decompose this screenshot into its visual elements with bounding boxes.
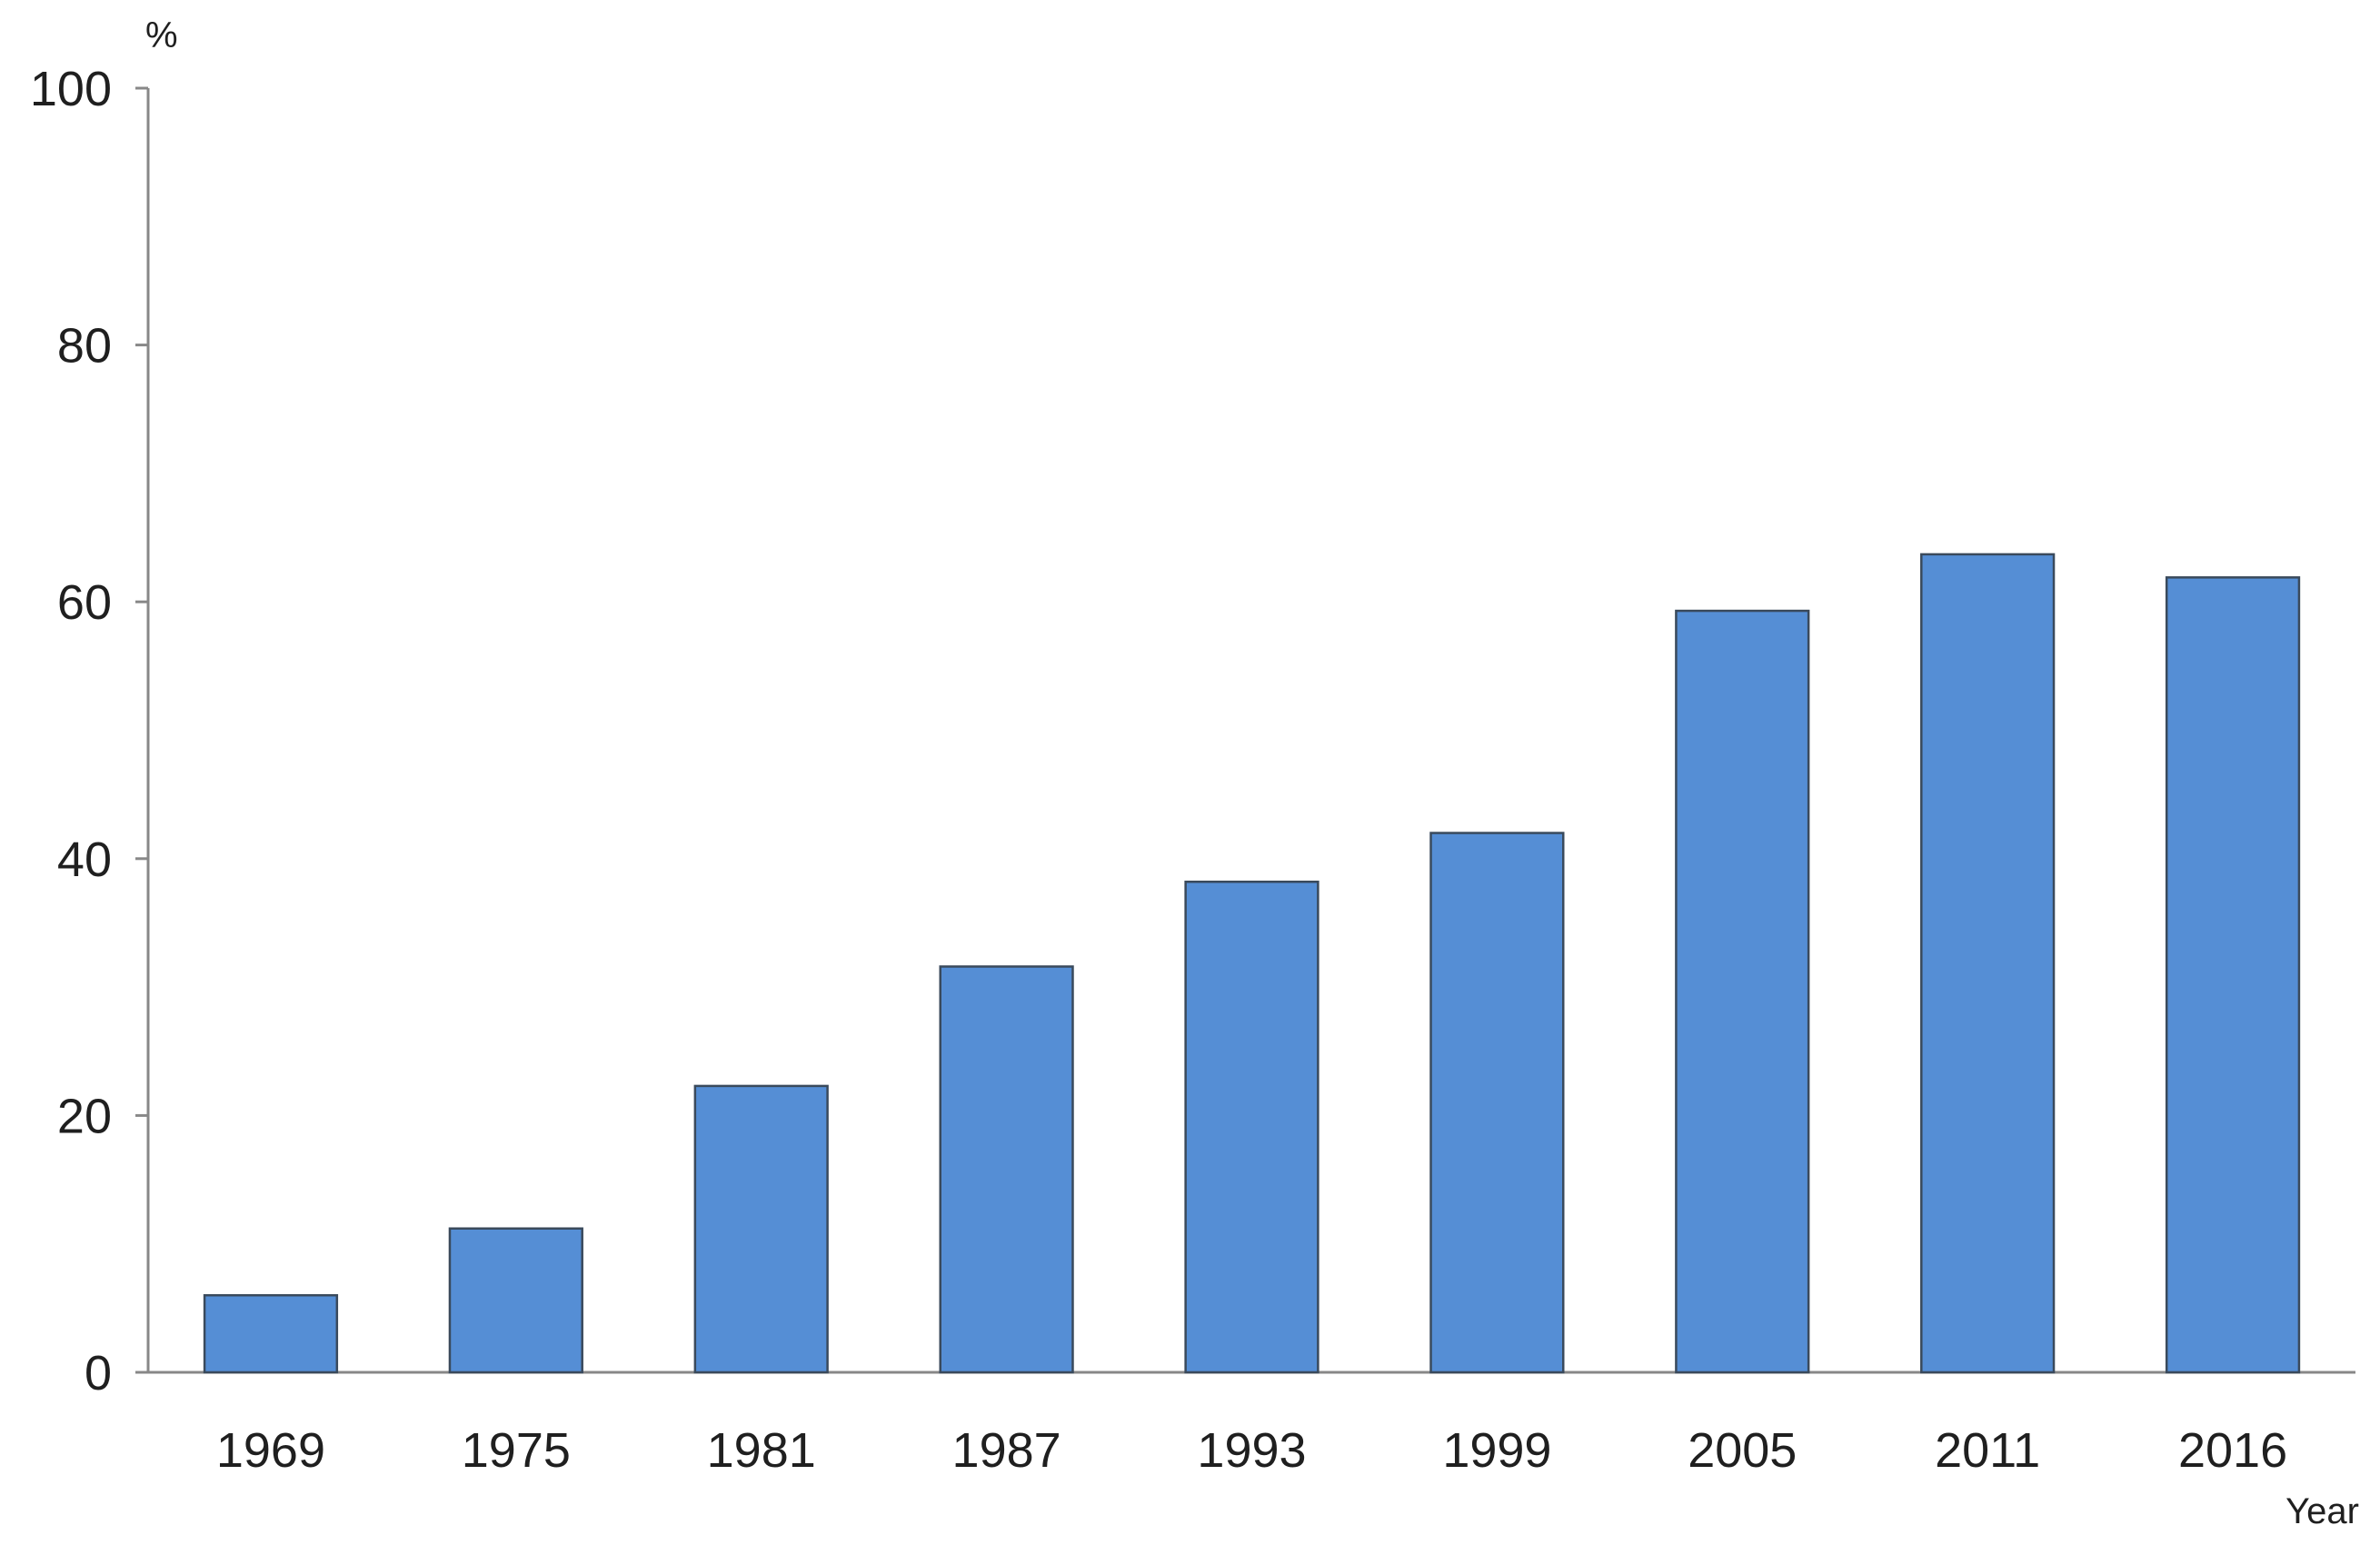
bar-1993 (1184, 880, 1319, 1374)
y-tick-label: 60 (57, 575, 112, 630)
x-tick-label: 1975 (462, 1423, 571, 1478)
x-axis-title: Year (2285, 1491, 2359, 1531)
x-tick-label: 1969 (216, 1423, 325, 1478)
x-tick-label: 1993 (1197, 1423, 1306, 1478)
x-tick-label: 2005 (1688, 1423, 1797, 1478)
y-tick-label: 0 (85, 1346, 112, 1400)
bar-1987 (939, 965, 1074, 1374)
y-axis-ticks: 0 20 40 60 80 100 (30, 62, 148, 1400)
x-axis-tick-labels: 1969 1975 1981 1987 1993 1999 2005 2011 2016 (216, 1423, 2287, 1478)
bar-2011 (1920, 553, 2056, 1374)
x-tick-label: 2016 (2178, 1423, 2287, 1478)
bar-1969 (203, 1293, 339, 1374)
x-tick-label: 2011 (1935, 1423, 2040, 1478)
y-tick-label: 100 (30, 62, 112, 116)
y-tick-label: 40 (57, 832, 112, 887)
bar-2016 (2165, 576, 2301, 1374)
bar-1981 (693, 1084, 829, 1374)
x-tick-label: 1987 (952, 1423, 1061, 1478)
y-tick-label: 80 (57, 319, 112, 374)
x-tick-label: 1999 (1442, 1423, 1551, 1478)
bars (203, 553, 2301, 1374)
y-axis-unit-label: % (145, 15, 178, 55)
y-tick-label: 20 (57, 1089, 112, 1143)
x-tick-label: 1981 (707, 1423, 816, 1478)
bar-2005 (1675, 609, 1810, 1374)
bar-1975 (448, 1227, 583, 1374)
bar-1999 (1429, 832, 1565, 1374)
